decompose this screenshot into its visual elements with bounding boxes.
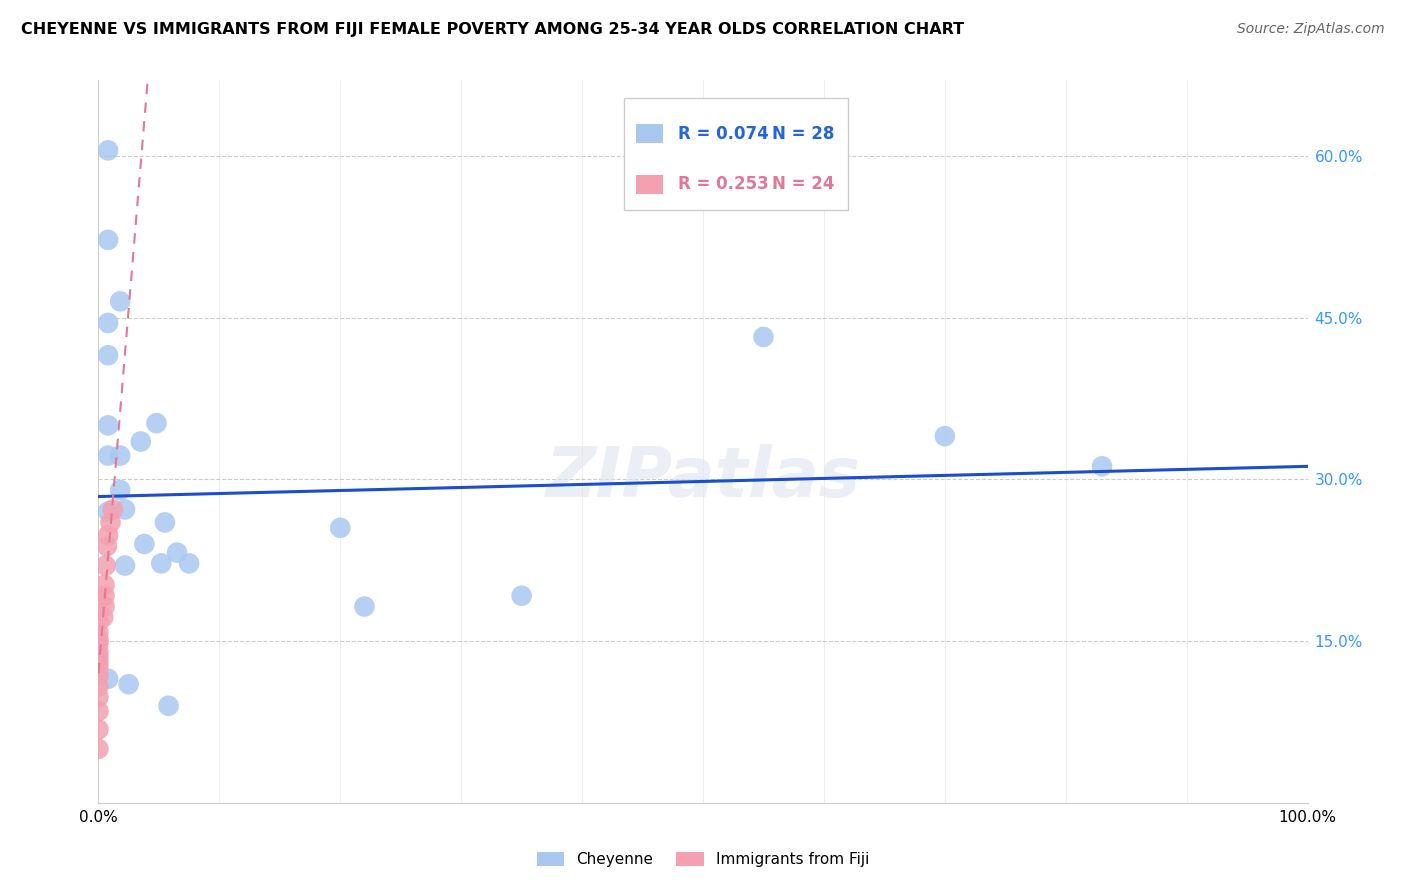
- Point: [934, 429, 956, 443]
- Point: [353, 599, 375, 614]
- Point: [97, 418, 120, 433]
- Point: [166, 546, 188, 560]
- Point: [93, 578, 115, 592]
- FancyBboxPatch shape: [637, 124, 664, 143]
- Point: [87, 656, 110, 670]
- Point: [108, 294, 131, 309]
- Point: [97, 528, 120, 542]
- Point: [108, 483, 131, 497]
- Point: [101, 502, 124, 516]
- Point: [87, 679, 110, 693]
- Point: [94, 558, 117, 573]
- Point: [100, 516, 122, 530]
- Point: [114, 558, 136, 573]
- Text: Source: ZipAtlas.com: Source: ZipAtlas.com: [1237, 22, 1385, 37]
- FancyBboxPatch shape: [624, 98, 848, 211]
- Point: [118, 677, 141, 691]
- Point: [87, 615, 110, 629]
- Point: [510, 589, 533, 603]
- Point: [87, 704, 110, 718]
- Point: [134, 537, 156, 551]
- Point: [97, 672, 120, 686]
- Point: [93, 589, 115, 603]
- Text: R = 0.074: R = 0.074: [678, 125, 768, 143]
- Text: CHEYENNE VS IMMIGRANTS FROM FIJI FEMALE POVERTY AMONG 25-34 YEAR OLDS CORRELATIO: CHEYENNE VS IMMIGRANTS FROM FIJI FEMALE …: [21, 22, 965, 37]
- Point: [97, 505, 120, 519]
- Point: [87, 650, 110, 665]
- Point: [329, 521, 352, 535]
- Point: [97, 449, 120, 463]
- Point: [91, 610, 114, 624]
- Point: [114, 502, 136, 516]
- Point: [87, 645, 110, 659]
- Point: [97, 348, 120, 362]
- Point: [93, 599, 115, 614]
- Point: [87, 636, 110, 650]
- Text: N = 24: N = 24: [772, 175, 834, 194]
- Point: [87, 742, 110, 756]
- Point: [145, 416, 167, 430]
- Point: [752, 330, 775, 344]
- Point: [87, 632, 110, 646]
- Point: [87, 668, 110, 682]
- Text: R = 0.253: R = 0.253: [678, 175, 768, 194]
- Point: [157, 698, 180, 713]
- Point: [87, 723, 110, 737]
- Point: [96, 539, 118, 553]
- Point: [87, 661, 110, 675]
- Text: ZIPatlas: ZIPatlas: [546, 444, 860, 511]
- Legend: Cheyenne, Immigrants from Fiji: Cheyenne, Immigrants from Fiji: [537, 853, 869, 867]
- Point: [87, 690, 110, 705]
- FancyBboxPatch shape: [637, 175, 664, 194]
- Point: [97, 233, 120, 247]
- Point: [1091, 459, 1114, 474]
- Point: [108, 449, 131, 463]
- Point: [179, 557, 201, 571]
- Point: [97, 316, 120, 330]
- Point: [129, 434, 152, 449]
- Point: [153, 516, 176, 530]
- Point: [87, 593, 110, 607]
- Point: [97, 144, 120, 158]
- Point: [150, 557, 173, 571]
- Text: N = 28: N = 28: [772, 125, 834, 143]
- Point: [87, 625, 110, 640]
